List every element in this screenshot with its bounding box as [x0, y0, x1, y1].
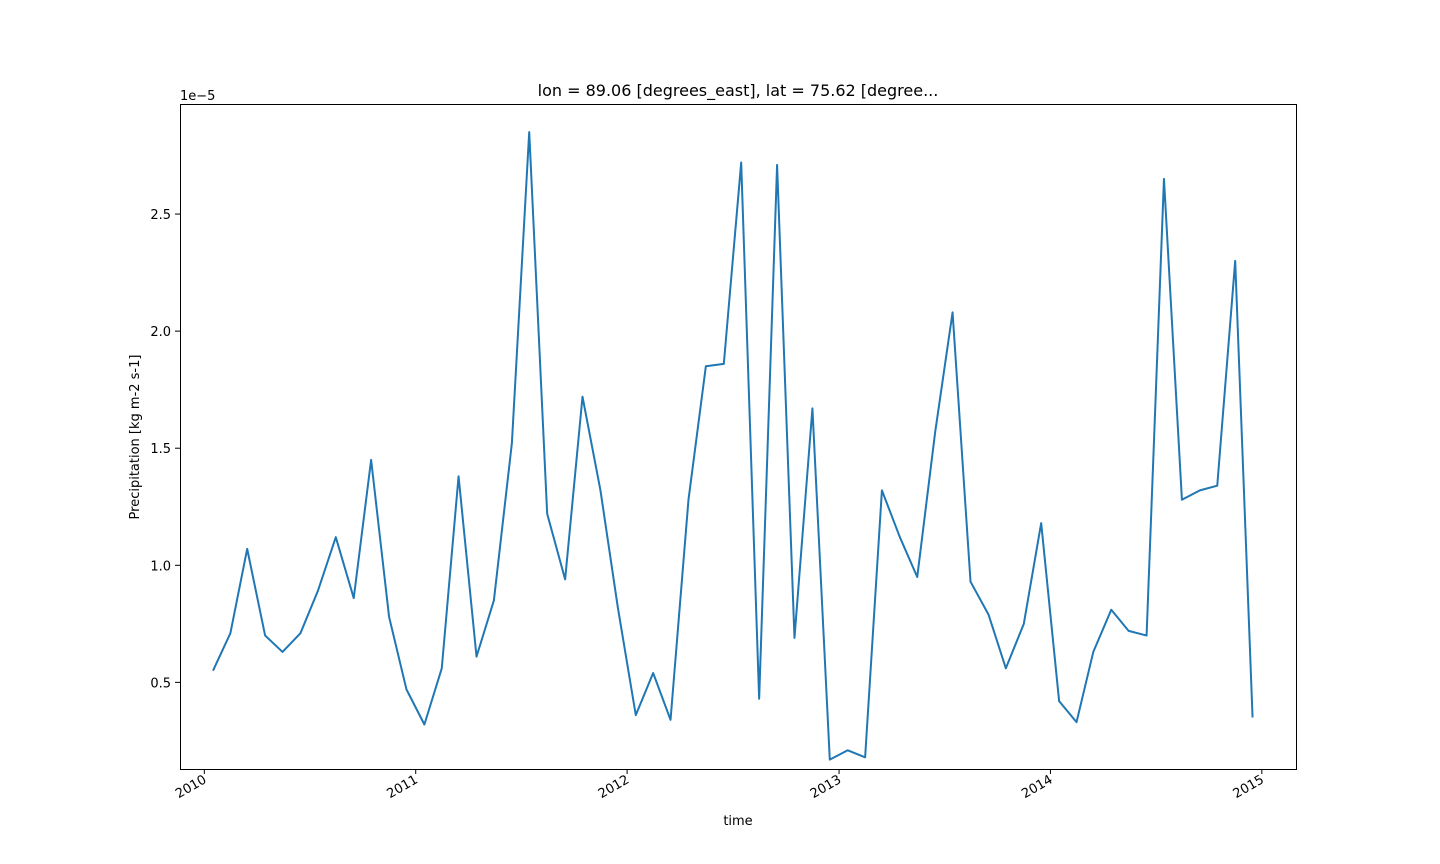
y-axis-ticks: 0.5 1.0 1.5 2.0 2.5 [150, 208, 180, 691]
x-tick-label: 2010 [173, 772, 209, 802]
y-tick-label: 0.5 [150, 676, 171, 691]
plot-lines [212, 131, 1254, 761]
y-tick-label: 1.0 [150, 559, 171, 574]
x-tick-label: 2015 [1231, 772, 1267, 802]
y-axis-label: Precipitation [kg m-2 s-1] [128, 355, 143, 520]
x-tick-label: 2011 [385, 772, 421, 802]
x-tick-label: 2014 [1019, 772, 1055, 802]
y-tick-label: 1.5 [150, 442, 171, 457]
y-tick-label: 2.5 [150, 208, 171, 223]
plot-frame [180, 104, 1297, 770]
chart-title: lon = 89.06 [degrees_east], lat = 75.62 … [538, 81, 939, 101]
x-tick-label: 2012 [596, 772, 632, 802]
x-axis-label: time [723, 814, 752, 829]
y-axis-offset-label: 1e−5 [180, 89, 215, 104]
x-axis-ticks: 2010 2011 2012 2013 2014 2015 [173, 769, 1267, 802]
x-tick-label: 2013 [808, 772, 844, 802]
y-tick-label: 2.0 [150, 325, 171, 340]
series-line-0 [212, 131, 1254, 761]
